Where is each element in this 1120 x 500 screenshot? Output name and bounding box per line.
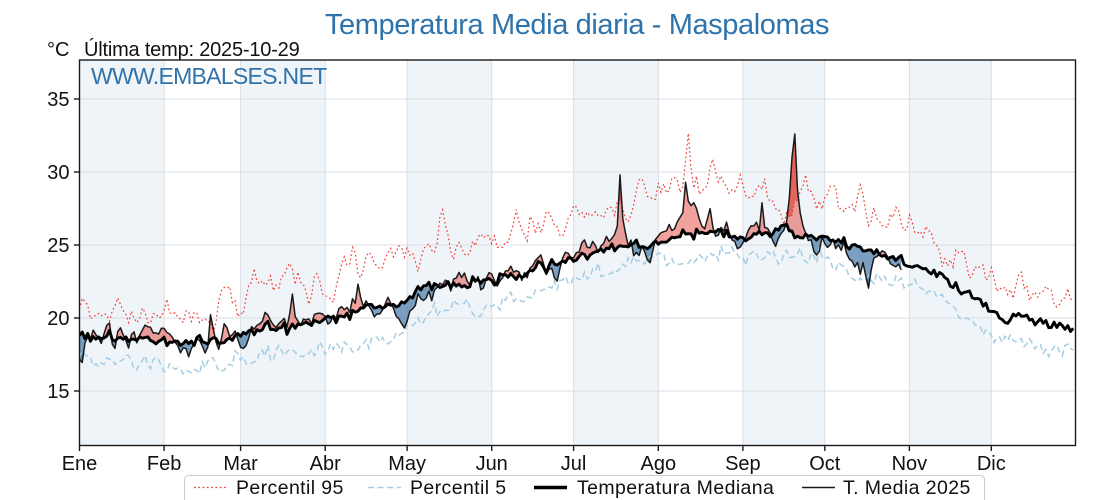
svg-text:Dic: Dic (977, 453, 1006, 475)
svg-text:Ago: Ago (641, 453, 677, 475)
svg-text:20: 20 (47, 308, 69, 330)
svg-text:Percentil 5: Percentil 5 (410, 477, 507, 499)
svg-text:Temperatura Media diaria - Mas: Temperatura Media diaria - Maspalomas (325, 9, 829, 41)
svg-text:Última temp: 2025-10-29: Última temp: 2025-10-29 (84, 38, 300, 61)
svg-text:May: May (388, 453, 426, 475)
svg-text:T. Media 2025: T. Media 2025 (843, 477, 971, 499)
svg-text:Nov: Nov (892, 453, 928, 475)
svg-text:Jul: Jul (561, 453, 587, 475)
svg-text:Feb: Feb (147, 453, 181, 475)
svg-text:°C: °C (47, 39, 69, 61)
svg-text:35: 35 (47, 89, 69, 111)
svg-text:15: 15 (47, 381, 69, 403)
svg-text:Jun: Jun (476, 453, 508, 475)
svg-text:25: 25 (47, 235, 69, 257)
svg-text:Mar: Mar (223, 453, 258, 475)
svg-text:Sep: Sep (725, 453, 761, 475)
svg-text:Temperatura Mediana: Temperatura Mediana (577, 477, 774, 499)
svg-text:Abr: Abr (310, 453, 341, 475)
svg-text:WWW.EMBALSES.NET: WWW.EMBALSES.NET (91, 63, 327, 89)
svg-text:Percentil 95: Percentil 95 (236, 477, 344, 499)
svg-text:Oct: Oct (809, 453, 841, 475)
svg-text:30: 30 (47, 162, 69, 184)
svg-text:Ene: Ene (62, 453, 98, 475)
